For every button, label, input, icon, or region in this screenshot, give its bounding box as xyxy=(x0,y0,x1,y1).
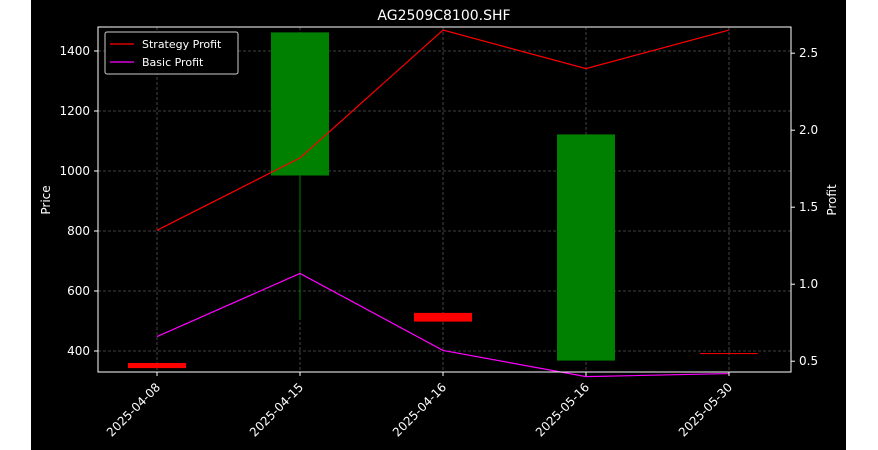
y-tick-label: 1000 xyxy=(59,164,90,178)
x-tick-label: 2025-05-30 xyxy=(676,380,735,439)
x-tick-label: 2025-04-15 xyxy=(247,380,306,439)
y-tick-label: 1200 xyxy=(59,104,90,118)
candles xyxy=(128,32,758,369)
y2-tick-label: 1.5 xyxy=(799,200,818,214)
legend-label-strategy-profit: Strategy Profit xyxy=(142,38,222,51)
y2-tick-label: 0.5 xyxy=(799,354,818,368)
profit-lines xyxy=(156,29,730,378)
y2-axis-label: Profit xyxy=(825,184,839,216)
plot-frame xyxy=(97,26,792,373)
y-tick-label: 600 xyxy=(67,284,90,298)
y-tick-label: 800 xyxy=(67,224,90,238)
y-axis-label: Price xyxy=(39,185,53,214)
x-tick-label: 2025-05-16 xyxy=(533,380,592,439)
axes: 400 600 800 1000 1200 1400 0.5 1.0 1.5 2.0 2.5 2025… xyxy=(59,44,818,439)
y2-tick-label: 2.0 xyxy=(799,123,818,137)
candlestick-chart: AG2509C8100.SHF 400 600 800 1000 1200 1400 0.5… xyxy=(39,8,839,439)
candle-body xyxy=(414,312,472,322)
legend: Strategy Profit Basic Profit xyxy=(104,31,239,75)
legend-box xyxy=(104,31,239,75)
basic-profit-line xyxy=(156,272,730,378)
candle-body xyxy=(700,353,758,355)
x-tick-label: 2025-04-16 xyxy=(390,380,449,439)
legend-label-basic-profit: Basic Profit xyxy=(142,56,204,69)
candle-body xyxy=(271,32,329,176)
x-tick-label: 2025-04-08 xyxy=(104,380,163,439)
y2-tick-label: 1.0 xyxy=(799,277,818,291)
strategy-profit-line xyxy=(156,29,730,231)
candle-body xyxy=(128,363,186,369)
chart-title: AG2509C8100.SHF xyxy=(377,8,510,24)
y-tick-label: 400 xyxy=(67,344,90,358)
candle-body xyxy=(557,134,615,361)
y-tick-label: 1400 xyxy=(59,44,90,58)
y2-tick-label: 2.5 xyxy=(799,46,818,60)
chart-figure: AG2509C8100.SHF 400 600 800 1000 1200 1400 0.5… xyxy=(31,0,846,450)
